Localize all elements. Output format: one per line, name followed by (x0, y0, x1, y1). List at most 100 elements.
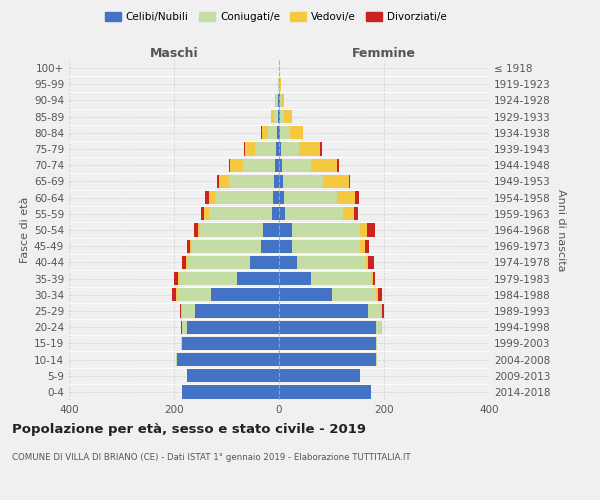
Bar (279, 175, 283, 188)
Bar (376, 288, 378, 302)
Bar (279, 353, 376, 366)
Bar (209, 207, 272, 220)
Bar (279, 386, 371, 398)
Bar (263, 224, 279, 236)
Bar (277, 142, 279, 156)
Bar (368, 304, 382, 318)
Bar (187, 240, 190, 253)
Bar (382, 304, 384, 318)
Bar (182, 386, 279, 398)
Bar (275, 158, 279, 172)
Bar (292, 240, 361, 253)
Bar (365, 256, 368, 269)
Bar (272, 191, 279, 204)
Bar (202, 207, 205, 220)
Y-axis label: Anni di nascita: Anni di nascita (556, 188, 566, 271)
Bar (176, 353, 279, 366)
Bar (260, 240, 279, 253)
Bar (197, 224, 200, 236)
Bar (180, 304, 181, 318)
Legend: Celibi/Nubili, Coniugati/e, Vedovi/e, Divorziati/e: Celibi/Nubili, Coniugati/e, Vedovi/e, Di… (101, 8, 451, 26)
Bar (250, 256, 279, 269)
Bar (284, 191, 337, 204)
Bar (280, 110, 284, 124)
Bar (279, 224, 292, 236)
Bar (279, 288, 331, 302)
Bar (279, 256, 298, 269)
Bar (376, 336, 377, 350)
Bar (279, 336, 376, 350)
Bar (229, 158, 230, 172)
Bar (279, 272, 311, 285)
Bar (279, 142, 281, 156)
Bar (274, 175, 279, 188)
Bar (245, 142, 256, 156)
Bar (279, 126, 280, 140)
Bar (281, 142, 299, 156)
Bar (279, 369, 361, 382)
Bar (292, 224, 361, 236)
Bar (320, 142, 322, 156)
Bar (209, 191, 215, 204)
Bar (211, 288, 279, 302)
Bar (194, 224, 197, 236)
Text: COMUNE DI VILLA DI BRIANO (CE) - Dati ISTAT 1° gennaio 2019 - Elaborazione TUTTI: COMUNE DI VILLA DI BRIANO (CE) - Dati IS… (12, 452, 410, 462)
Bar (275, 94, 277, 107)
Bar (337, 191, 355, 204)
Bar (187, 369, 279, 382)
Bar (279, 191, 284, 204)
Bar (229, 175, 274, 188)
Bar (176, 288, 211, 302)
Bar (280, 78, 281, 91)
Bar (378, 288, 382, 302)
Y-axis label: Fasce di età: Fasce di età (20, 197, 30, 263)
Text: Popolazione per età, sesso e stato civile - 2019: Popolazione per età, sesso e stato civil… (12, 422, 366, 436)
Bar (272, 207, 279, 220)
Bar (277, 126, 279, 140)
Bar (181, 336, 182, 350)
Bar (215, 191, 272, 204)
Bar (244, 158, 275, 172)
Bar (205, 207, 209, 220)
Bar (279, 304, 368, 318)
Bar (218, 175, 229, 188)
Bar (279, 158, 282, 172)
Bar (277, 94, 278, 107)
Bar (182, 320, 187, 334)
Bar (182, 336, 279, 350)
Bar (361, 224, 367, 236)
Bar (187, 320, 279, 334)
Bar (311, 272, 371, 285)
Bar (279, 110, 280, 124)
Bar (274, 110, 278, 124)
Bar (281, 94, 284, 107)
Bar (271, 110, 274, 124)
Bar (283, 175, 323, 188)
Bar (353, 207, 358, 220)
Bar (376, 320, 382, 334)
Bar (200, 224, 263, 236)
Bar (373, 272, 375, 285)
Bar (179, 272, 237, 285)
Bar (323, 175, 349, 188)
Bar (182, 304, 195, 318)
Bar (349, 175, 350, 188)
Bar (256, 142, 277, 156)
Bar (355, 191, 359, 204)
Bar (343, 207, 353, 220)
Bar (268, 126, 277, 140)
Bar (230, 158, 244, 172)
Bar (190, 240, 193, 253)
Bar (331, 288, 376, 302)
Bar (278, 110, 279, 124)
Bar (284, 110, 292, 124)
Bar (368, 256, 373, 269)
Bar (367, 224, 374, 236)
Bar (262, 126, 268, 140)
Bar (299, 142, 320, 156)
Bar (182, 256, 186, 269)
Bar (290, 126, 302, 140)
Bar (279, 320, 376, 334)
Text: Femmine: Femmine (352, 47, 416, 60)
Bar (237, 272, 279, 285)
